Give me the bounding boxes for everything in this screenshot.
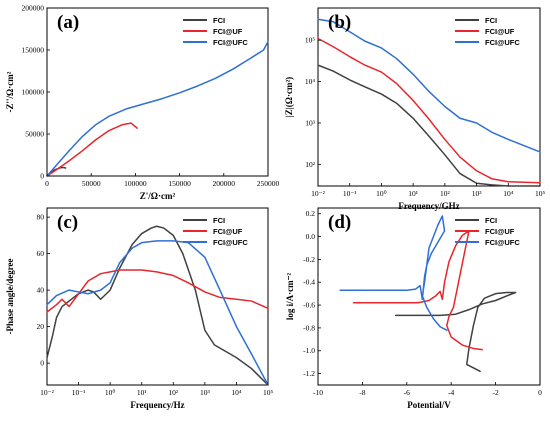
panel-c-ytick-label: 0 — [40, 359, 44, 368]
panel-c-xtick-label: 10⁰ — [105, 388, 116, 397]
panel-d-ytick-label: 0.2 — [306, 209, 316, 218]
panel-b: 10⁻² 10⁻¹ 10⁰ 10¹ 10² 10³ 10⁴ 10⁵ 10² 10³ 10⁴ 10⁵ Fr… — [284, 7, 546, 211]
panel-c-xtick-label: 10⁴ — [231, 388, 242, 397]
panel-c-xtick-label: 10² — [168, 388, 179, 397]
panel-b-xtick-label: 10¹ — [408, 189, 418, 198]
panel-c-ytick-label: 80 — [37, 213, 45, 222]
panel-a-xtick-label: 50000 — [82, 179, 101, 188]
panel-d-frame — [317, 207, 541, 386]
panel-c-ylabel: -Phase angle/degree — [5, 258, 15, 334]
panel-a-ytick-label: 200000 — [22, 4, 45, 13]
panel-b-label: (b) — [328, 12, 351, 33]
panel-a-legend-label-fci-uf: FCI@UF — [213, 27, 243, 36]
panel-a-label: (a) — [57, 12, 79, 33]
panel-b-ytick-label: 10⁵ — [305, 36, 316, 45]
panel-d-ytick-label: -0.8 — [303, 323, 315, 332]
panel-d-label: (d) — [328, 212, 351, 233]
panel-c-legend-label-fci-uf: FCI@UF — [213, 227, 243, 236]
panel-d-xtick-label: -8 — [359, 388, 365, 397]
panel-d-ytick-label: -0.4 — [303, 278, 315, 287]
panel-d-legend-label-fci-uf: FCI@UF — [485, 227, 515, 236]
panel-b-xtick-label: 10⁰ — [376, 189, 387, 198]
panel-b-ytick-label: 10² — [305, 160, 316, 169]
panel-c-legend-label-fci-ufc: FCI@UFC — [213, 238, 248, 247]
panel-a-ylabel: -Z''/Ω·cm² — [5, 71, 15, 112]
panel-d-series-fci — [394, 291, 517, 373]
panel-a-series-fci-ufc — [46, 40, 269, 177]
panel-d-ytick-label: -1.0 — [303, 346, 315, 355]
panel-c-frame — [46, 207, 269, 386]
panel-c-xtick-label: 10⁵ — [263, 388, 274, 397]
panel-a-xtick-label: 0 — [45, 179, 49, 188]
panel-d-ytick-label: 0.0 — [306, 232, 316, 241]
panel-d-xtick-label: -6 — [404, 388, 410, 397]
panel-b-legend-label-fci-ufc: FCI@UFC — [485, 38, 520, 47]
panel-d-ytick-label: -0.2 — [303, 255, 315, 264]
panel-b-frame — [317, 7, 541, 187]
panel-d-xtick-label: 0 — [538, 388, 542, 397]
panel-c-xtick-label: 10⁻¹ — [72, 388, 86, 397]
panel-d: -10 -8 -6 -4 -2 0 -1.2 -1.0 -0.8 -0.6 -0.4 -0.2 0.0 0… — [285, 207, 542, 410]
panel-b-ytick-label: 10³ — [305, 118, 316, 127]
panel-b-xtick-label: 10⁴ — [503, 189, 514, 198]
panel-b-xlabel: Frequency/GHz — [398, 201, 459, 211]
panel-a-xtick-label: 150000 — [168, 179, 191, 188]
panel-c: 10⁻² 10⁻¹ 10⁰ 10¹ 10² 10³ 10⁴ 10⁵ 0 20 40 60 80 Frequ… — [5, 207, 274, 410]
panel-b-ylabel: |Z|(Ω·cm²) — [284, 77, 294, 117]
panel-b-series-fci — [317, 64, 541, 187]
panel-b-xtick-label: 10⁻¹ — [343, 189, 357, 198]
panel-b-xtick-label: 10⁻² — [311, 189, 325, 198]
panel-a-legend-label-fci: FCI — [213, 16, 225, 25]
panel-d-legend-label-fci-ufc: FCI@UFC — [485, 238, 520, 247]
panel-c-xtick-label: 10⁻² — [40, 388, 54, 397]
panel-d-ylabel: log i/A·cm⁻² — [285, 273, 295, 320]
panel-a-ytick-label: 150000 — [22, 46, 45, 55]
panel-d-series-fci-ufc — [339, 215, 448, 331]
panel-c-label: (c) — [57, 212, 78, 233]
panel-a-xlabel: Z'/Ω·cm² — [140, 191, 176, 201]
panel-d-ytick-label: -0.6 — [303, 301, 315, 310]
panel-c-xlabel: Frequency/Hz — [130, 400, 184, 410]
panel-a-xtick-label: 200000 — [213, 179, 236, 188]
panel-b-series-fci-uf — [317, 37, 541, 184]
panel-b-legend-label-fci-uf: FCI@UF — [485, 27, 515, 36]
panel-d-ytick-label: -1.2 — [303, 369, 315, 378]
panel-b-ytick-label: 10⁴ — [305, 77, 316, 86]
panel-c-series-fci-uf — [46, 269, 269, 313]
panel-a-ytick-label: 50000 — [25, 130, 44, 139]
panel-a-xtick-label: 250000 — [257, 179, 280, 188]
panel-a-legend-label-fci-ufc: FCI@UFC — [213, 38, 248, 47]
panel-d-xlabel: Potential/V — [407, 400, 451, 410]
panel-d-xtick-label: -10 — [313, 388, 323, 397]
panel-c-ytick-label: 40 — [37, 286, 45, 295]
panel-a-xtick-label: 100000 — [124, 179, 147, 188]
panel-a-ytick-label: 100000 — [22, 88, 45, 97]
panel-c-legend-label-fci: FCI — [213, 216, 225, 225]
panel-d-series-fci-uf — [352, 230, 484, 351]
panel-d-xtick-label: -2 — [492, 388, 498, 397]
panel-b-xtick-label: 10³ — [472, 189, 483, 198]
panel-d-xtick-label: -4 — [448, 388, 454, 397]
panel-b-xtick-label: 10⁵ — [535, 189, 546, 198]
panel-c-ytick-label: 20 — [37, 322, 45, 331]
panel-a-ytick-label: 0 — [40, 172, 44, 181]
panel-a-series-fci-uf — [46, 122, 138, 177]
panel-c-ytick-label: 60 — [37, 249, 45, 258]
panel-c-series-fci-ufc — [46, 240, 269, 386]
panel-d-legend-label-fci: FCI — [485, 216, 497, 225]
panel-a: 0 50000 100000 150000 200000 250000 0 50000 1000… — [5, 4, 280, 202]
panel-b-series-fci-ufc — [317, 18, 541, 153]
panel-b-xtick-label: 10² — [440, 189, 451, 198]
panel-b-legend-label-fci: FCI — [485, 16, 497, 25]
panel-c-xtick-label: 10³ — [200, 388, 211, 397]
panel-c-series-fci — [46, 225, 269, 386]
panel-c-xtick-label: 10¹ — [137, 388, 147, 397]
